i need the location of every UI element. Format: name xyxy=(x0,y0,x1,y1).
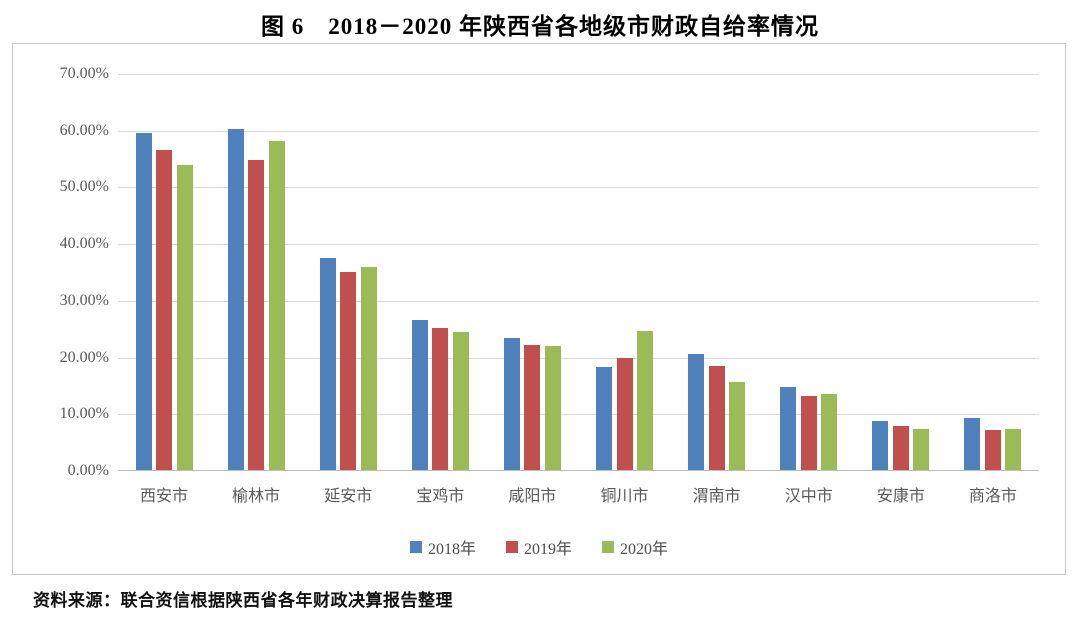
gridline xyxy=(118,187,1039,189)
chart-title: 图 6 2018－2020 年陕西省各地级市财政自给率情况 xyxy=(261,14,819,39)
bar-2019年-安康市 xyxy=(892,425,909,470)
gridline xyxy=(118,244,1039,246)
gridline xyxy=(118,357,1039,359)
bar-2019年-延安市 xyxy=(340,271,357,470)
source-note: 资料来源：联合资信根据陕西省各年财政决算报告整理 xyxy=(33,591,453,610)
bar-2020年-榆林市 xyxy=(268,141,285,470)
bar-2020年-汉中市 xyxy=(821,394,838,470)
legend: 2018年 2019年 2020年 xyxy=(13,535,1065,559)
legend-label: 2020年 xyxy=(620,541,669,558)
legend-label: 2018年 xyxy=(427,541,476,558)
x-axis-label: 铜川市 xyxy=(600,488,649,505)
y-axis-label: 20.00% xyxy=(59,348,109,366)
y-axis-label: 40.00% xyxy=(59,235,109,253)
gridline xyxy=(118,300,1039,302)
legend-swatch-2020年 xyxy=(602,541,614,553)
bar-2018年-咸阳市 xyxy=(503,337,520,470)
legend-label: 2019年 xyxy=(523,541,572,558)
x-axis-label: 安康市 xyxy=(876,488,925,505)
bar-2020年-渭南市 xyxy=(729,381,746,470)
bar-2019年-汉中市 xyxy=(800,396,817,470)
gridline xyxy=(118,414,1039,416)
bar-2020年-延安市 xyxy=(360,266,377,470)
x-axis-label: 西安市 xyxy=(140,488,189,505)
x-axis-label: 汉中市 xyxy=(784,488,833,505)
legend-item-2019年: 2019年 xyxy=(505,535,572,559)
bar-2020年-安康市 xyxy=(913,428,930,470)
bar-2019年-渭南市 xyxy=(708,366,725,470)
gridline xyxy=(118,130,1039,132)
x-axis-label: 榆林市 xyxy=(232,488,281,505)
bar-2020年-商洛市 xyxy=(1005,428,1022,470)
y-axis-label: 10.00% xyxy=(59,405,109,423)
bar-2018年-西安市 xyxy=(135,132,152,470)
bar-2020年-铜川市 xyxy=(637,331,654,470)
x-axis-label: 渭南市 xyxy=(692,488,741,505)
bar-2018年-铜川市 xyxy=(596,366,613,470)
bar-2019年-商洛市 xyxy=(984,430,1001,470)
y-axis-label: 0.00% xyxy=(67,462,109,479)
bar-2019年-咸阳市 xyxy=(524,344,541,470)
bar-2020年-西安市 xyxy=(176,164,193,470)
bar-2019年-西安市 xyxy=(156,150,173,470)
y-axis-label: 30.00% xyxy=(59,291,109,309)
bar-2018年-延安市 xyxy=(319,258,336,470)
bar-2019年-宝鸡市 xyxy=(432,327,449,470)
x-axis-label: 商洛市 xyxy=(968,488,1017,505)
bar-2020年-宝鸡市 xyxy=(452,331,469,470)
y-axis-label: 50.00% xyxy=(59,178,109,196)
bar-2018年-榆林市 xyxy=(227,128,244,470)
legend-item-2018年: 2018年 xyxy=(409,535,476,559)
chart-area: 70.00% 60.00% 50.00% 40.00% 30.00% 20.00% 10.0… xyxy=(12,43,1066,575)
legend-item-2020年: 2020年 xyxy=(602,535,668,559)
bar-2018年-宝鸡市 xyxy=(411,319,428,470)
bar-2019年-榆林市 xyxy=(248,159,265,470)
bar-2020年-咸阳市 xyxy=(544,345,561,470)
gridline xyxy=(118,74,1039,75)
bar-2019年-铜川市 xyxy=(616,358,633,470)
bar-2018年-渭南市 xyxy=(688,353,705,470)
x-axis-label: 延安市 xyxy=(324,488,373,505)
x-axis-label: 宝鸡市 xyxy=(416,488,465,505)
x-axis-label: 咸阳市 xyxy=(508,488,557,505)
bar-2018年-商洛市 xyxy=(964,417,981,470)
legend-swatch-2018年 xyxy=(409,541,422,553)
bar-2018年-汉中市 xyxy=(780,386,797,470)
y-axis-label: 60.00% xyxy=(59,121,109,139)
bar-2018年-安康市 xyxy=(872,420,889,470)
legend-swatch-2019年 xyxy=(505,541,518,553)
y-axis-label: 70.00% xyxy=(59,65,109,82)
plot-area xyxy=(118,74,1039,471)
